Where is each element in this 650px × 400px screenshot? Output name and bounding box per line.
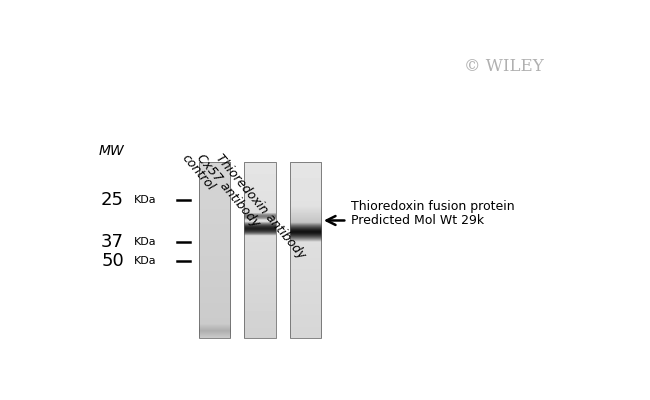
- Bar: [199, 162, 230, 338]
- Text: MW: MW: [99, 144, 124, 158]
- Text: 25: 25: [101, 192, 124, 210]
- Text: KDa: KDa: [134, 237, 157, 247]
- Bar: [290, 162, 321, 338]
- Text: 37: 37: [101, 233, 124, 251]
- Text: Cx57 antibody: Cx57 antibody: [194, 151, 263, 229]
- Bar: [244, 162, 276, 338]
- Text: 50: 50: [101, 252, 124, 270]
- Text: © WILEY: © WILEY: [464, 58, 544, 75]
- Text: Thioredoxin antibody: Thioredoxin antibody: [213, 151, 308, 261]
- Text: KDa: KDa: [134, 256, 157, 266]
- Text: KDa: KDa: [134, 196, 157, 206]
- FancyArrowPatch shape: [326, 216, 344, 225]
- Text: control: control: [179, 151, 217, 193]
- Text: Thioredoxin fusion protein: Thioredoxin fusion protein: [351, 200, 514, 213]
- Text: Predicted Mol Wt 29k: Predicted Mol Wt 29k: [351, 214, 484, 227]
